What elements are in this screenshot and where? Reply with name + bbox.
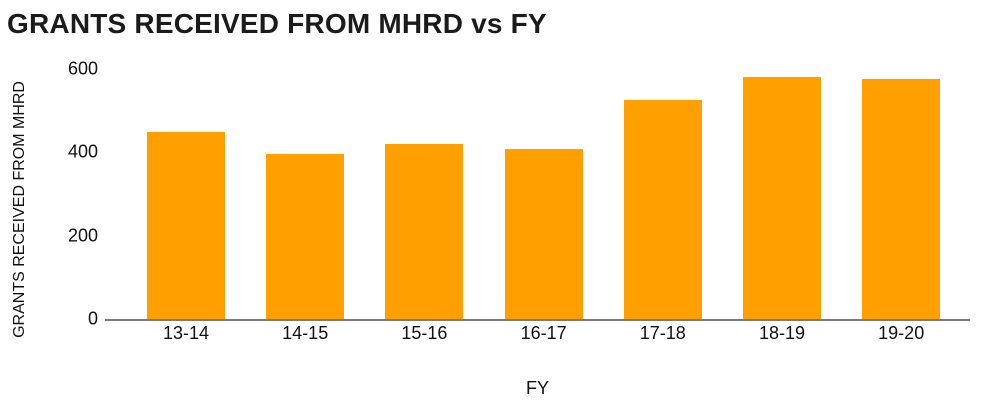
- bar-15-16: [385, 144, 464, 319]
- chart-title: GRANTS RECEIVED FROM MHRD vs FY: [7, 8, 547, 39]
- x-axis-title: FY: [525, 378, 549, 398]
- plot-area: [105, 69, 970, 321]
- bar-16-17: [504, 149, 583, 319]
- x-tick-label-19-20: 19-20: [878, 323, 925, 343]
- bar-18-19: [743, 77, 821, 319]
- bar-19-20: [862, 79, 941, 319]
- y-tick-label-200: 200: [67, 225, 98, 246]
- x-tick-label-15-16: 15-16: [401, 323, 448, 343]
- x-tick-label-17-18: 17-18: [639, 323, 686, 343]
- x-axis-tick-labels: 13-14 14-15 15-16 16-17 17-18 18-19 19-20: [105, 323, 970, 347]
- bar-13-14: [147, 131, 225, 319]
- bar-17-18: [623, 100, 702, 319]
- y-tick-label-400: 400: [67, 141, 98, 162]
- y-axis-tick-labels: 0 200 400 600: [0, 59, 98, 329]
- x-tick-label-14-15: 14-15: [282, 323, 329, 343]
- y-tick-label-0: 0: [87, 308, 98, 329]
- y-tick-label-600: 600: [67, 58, 98, 79]
- x-tick-label-18-19: 18-19: [758, 323, 806, 343]
- bar-14-15: [266, 154, 345, 319]
- x-tick-label-13-14: 13-14: [162, 323, 210, 343]
- x-tick-label-16-17: 16-17: [520, 323, 567, 343]
